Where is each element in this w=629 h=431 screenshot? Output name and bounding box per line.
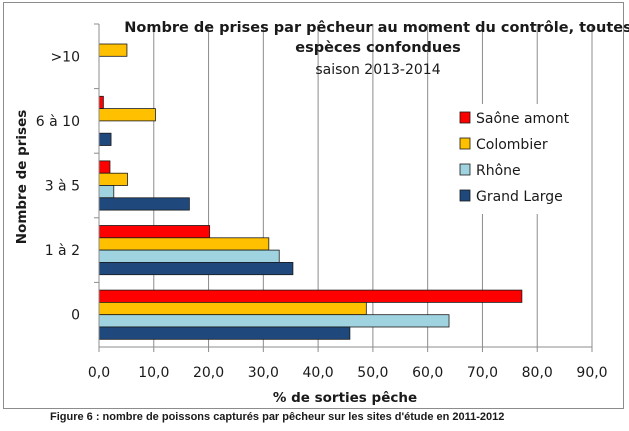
legend-swatch [459,189,471,202]
tick-labels: 0,0 10,0 20,0 30,0 40,0 50,0 60,0 70,0 80,0 90,0 0… [36,49,608,381]
y-tick-label: 6 à 10 [36,114,80,130]
bar [98,314,450,328]
legend: Saône amont Colombier Rhône Grand Large [454,104,580,214]
bar [98,95,104,110]
y-tick-label: 1 à 2 [45,243,80,259]
x-tick-label: 0,0 [88,365,110,381]
chart-subtitle: saison 2013-2014 [315,62,440,78]
x-tick-label: 20,0 [193,365,224,381]
legend-label: Saône amont [476,111,570,127]
legend-swatch [459,111,471,124]
bar [98,43,128,57]
y-tick-label: 3 à 5 [45,179,80,195]
bar [98,225,211,239]
bar [98,249,280,263]
legend-swatch [459,137,471,150]
y-tick-label: >10 [50,49,80,65]
y-axis-title: Nombre de prises [14,110,30,245]
bar [98,301,367,316]
chart-title-line-1: Nombre de prises par pêcheur au moment d… [124,20,629,36]
legend-swatch [459,163,471,176]
x-tick-label: 80,0 [522,365,553,381]
bar [98,289,523,303]
bar [98,108,156,122]
bar [98,185,115,199]
legend-label: Colombier [476,137,548,153]
x-tick-label: 40,0 [303,365,334,381]
bar [98,197,190,211]
figure-caption: Figure 6 : nombre de poissons capturés p… [50,411,505,423]
bar [98,160,111,174]
legend-label: Rhône [476,163,521,179]
x-tick-label: 60,0 [412,365,443,381]
x-tick-label: 50,0 [357,365,388,381]
bar [98,132,112,146]
chart-title-line-2: espèces confondues [295,40,460,56]
bar [98,172,128,186]
x-tick-label: 10,0 [138,365,169,381]
x-tick-label: 70,0 [467,365,498,381]
legend-label: Grand Large [476,189,563,205]
x-tick-label: 90,0 [576,365,607,381]
x-axis-title: % de sorties pêche [273,390,417,406]
bar-chart: 0,0 10,0 20,0 30,0 40,0 50,0 60,0 70,0 80,0 90,0 0… [14,20,629,406]
x-tick-label: 30,0 [248,365,279,381]
y-tick-label: 0 [71,308,80,324]
bar [98,261,294,276]
axes [98,24,592,348]
bar [98,326,351,340]
bars [98,43,523,340]
legend-box [454,104,580,214]
bar [98,237,270,251]
